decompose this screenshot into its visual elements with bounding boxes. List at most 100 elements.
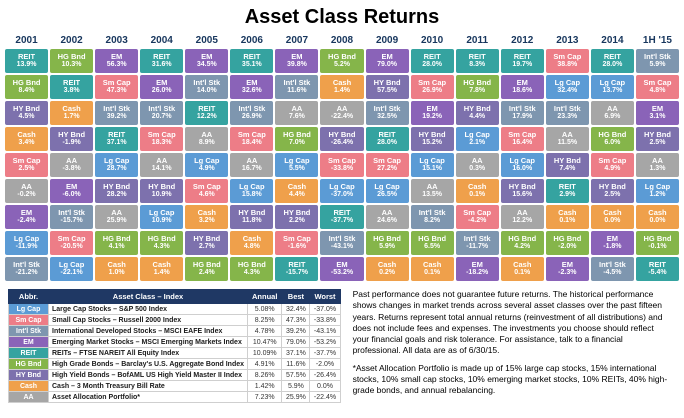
return-cell-2007-cash: Cash 4.4%: [275, 179, 319, 203]
asset-return-value: 13.9%: [16, 61, 37, 69]
asset-return-value: 35.1%: [241, 61, 262, 69]
asset-return-value: 4.4%: [288, 191, 305, 199]
year-header: 2004: [150, 35, 173, 46]
return-cell-2014-smcap: Sm Cap 4.9%: [590, 153, 634, 177]
return-cell-2010-em: EM 19.2%: [410, 101, 454, 125]
asset-abbr: Cash: [332, 77, 352, 87]
asset-abbr: HG Bnd: [57, 51, 86, 61]
asset-return-value: 1.7%: [63, 113, 80, 121]
asset-return-value: 1.0%: [108, 269, 125, 277]
legend-abbr: HG Bnd: [8, 358, 49, 370]
asset-abbr: Lg Cap: [554, 77, 581, 87]
asset-abbr: AA: [246, 155, 258, 165]
asset-abbr: Cash: [17, 129, 36, 139]
asset-abbr: REIT: [468, 51, 486, 61]
legend-best-value: 32.4%: [281, 303, 311, 315]
asset-abbr: Sm Cap: [237, 129, 266, 139]
return-cell-2008-smcap: Sm Cap -33.8%: [320, 153, 364, 177]
asset-return-value: -1.9%: [62, 139, 81, 147]
legend-best-value: 11.6%: [281, 358, 311, 370]
asset-return-value: 6.5%: [424, 243, 441, 251]
return-cell-2004-smcap: Sm Cap 18.3%: [140, 127, 184, 151]
asset-return-value: 79.0%: [377, 61, 397, 69]
legend-asset-label: Asset Allocation Portfolio*: [47, 391, 249, 403]
return-cell-2008-lgcap: Lg Cap -37.0%: [320, 179, 364, 203]
return-cell-2004-em: EM 26.0%: [140, 75, 184, 99]
asset-abbr: EM: [336, 259, 348, 269]
asset-return-value: 2.5%: [604, 191, 621, 199]
year-header: 2001: [15, 35, 38, 46]
asset-abbr: AA: [21, 181, 32, 191]
return-cell-2007-em: EM 39.8%: [275, 49, 319, 73]
asset-abbr: HY Bnd: [553, 155, 581, 165]
asset-abbr: EM: [381, 51, 393, 61]
asset-abbr: Sm Cap: [282, 233, 311, 243]
asset-return-value: 15.1%: [422, 165, 443, 173]
asset-return-value: 4.4%: [469, 113, 486, 121]
asset-abbr: EM: [20, 207, 33, 217]
return-cell-2007-intlstk: Int'l Stk 11.6%: [275, 75, 319, 99]
asset-return-value: 16.7%: [241, 165, 262, 173]
return-cell-2006-intlstk: Int'l Stk 26.9%: [230, 101, 274, 125]
asset-return-value: 3.8%: [63, 87, 80, 95]
asset-abbr: EM: [291, 51, 303, 61]
legend-worst-value: 0.0%: [309, 380, 341, 392]
asset-return-value: 20.7%: [151, 113, 172, 121]
asset-return-value: -15.7%: [60, 217, 83, 225]
return-cell-2005-aa: AA 8.9%: [185, 127, 229, 151]
year-header: 2002: [60, 35, 83, 46]
legend-best-value: 39.2%: [281, 325, 311, 337]
asset-abbr: Sm Cap: [373, 155, 402, 165]
return-cell-2013-hgbnd: HG Bnd -2.0%: [545, 231, 589, 255]
legend-best-value: 5.9%: [281, 380, 311, 392]
asset-abbr: Sm Cap: [643, 77, 672, 87]
asset-abbr: Sm Cap: [192, 181, 221, 191]
asset-abbr: Int'l Stk: [508, 103, 536, 113]
asset-abbr: Lg Cap: [103, 155, 130, 165]
return-cell-2011-reit: REIT 8.3%: [455, 49, 499, 73]
asset-abbr: Sm Cap: [328, 155, 356, 165]
asset-return-value: 15.6%: [512, 191, 533, 199]
return-cell-2001-aa: AA -0.2%: [5, 179, 49, 203]
year-header: 2008: [330, 35, 354, 46]
legend-asset-label: High Grade Bonds – Barclay's U.S. Aggreg…: [47, 358, 249, 370]
return-cell-2005-hybnd: HY Bnd 2.7%: [185, 231, 229, 255]
asset-abbr: HY Bnd: [58, 129, 86, 139]
asset-abbr: AA: [336, 103, 348, 113]
return-cell-2007-hybnd: HY Bnd 2.2%: [275, 205, 319, 229]
asset-abbr: REIT: [17, 51, 36, 61]
return-cell-2004-hgbnd: HG Bnd 4.3%: [140, 231, 184, 255]
asset-return-value: 11.6%: [287, 87, 307, 95]
asset-abbr: REIT: [153, 51, 171, 61]
asset-return-value: 27.2%: [377, 165, 397, 173]
asset-return-value: 2.2%: [288, 217, 305, 225]
asset-return-value: 1.4%: [153, 269, 170, 277]
asset-abbr: Sm Cap: [553, 51, 582, 61]
asset-abbr: Lg Cap: [58, 259, 85, 269]
asset-abbr: Sm Cap: [147, 129, 176, 139]
legend-best-value: 37.1%: [281, 347, 311, 359]
year-header: 2007: [285, 35, 309, 46]
asset-abbr: HG Bnd: [237, 259, 266, 269]
asset-return-value: 32.4%: [557, 87, 578, 95]
asset-abbr: HY Bnd: [193, 233, 221, 243]
asset-abbr: Lg Cap: [509, 155, 535, 165]
asset-abbr: EM: [606, 233, 619, 243]
asset-return-value: 3.2%: [198, 217, 215, 225]
legend-abbr: AA: [8, 391, 49, 403]
return-cell-2001-reit: REIT 13.9%: [5, 49, 49, 73]
asset-return-value: 0.1%: [469, 191, 486, 199]
asset-abbr: HY Bnd: [643, 129, 671, 139]
asset-return-value: 6.9%: [604, 113, 621, 121]
return-cell-2005-cash: Cash 3.2%: [185, 205, 229, 229]
asset-abbr: AA: [381, 207, 393, 217]
asset-return-value: 32.5%: [377, 113, 397, 121]
return-cell-2008-hgbnd: HG Bnd 5.2%: [320, 49, 364, 73]
return-cell-2014-aa: AA 6.9%: [590, 101, 634, 125]
return-cell-2002-hgbnd: HG Bnd 10.3%: [50, 49, 94, 73]
return-cell-2012-cash: Cash 0.1%: [500, 257, 544, 281]
asset-return-value: 8.2%: [424, 217, 441, 225]
return-cell-2002-smcap: Sm Cap -20.5%: [50, 231, 94, 255]
asset-abbr: AA: [111, 207, 123, 217]
asset-abbr: Cash: [603, 207, 622, 217]
